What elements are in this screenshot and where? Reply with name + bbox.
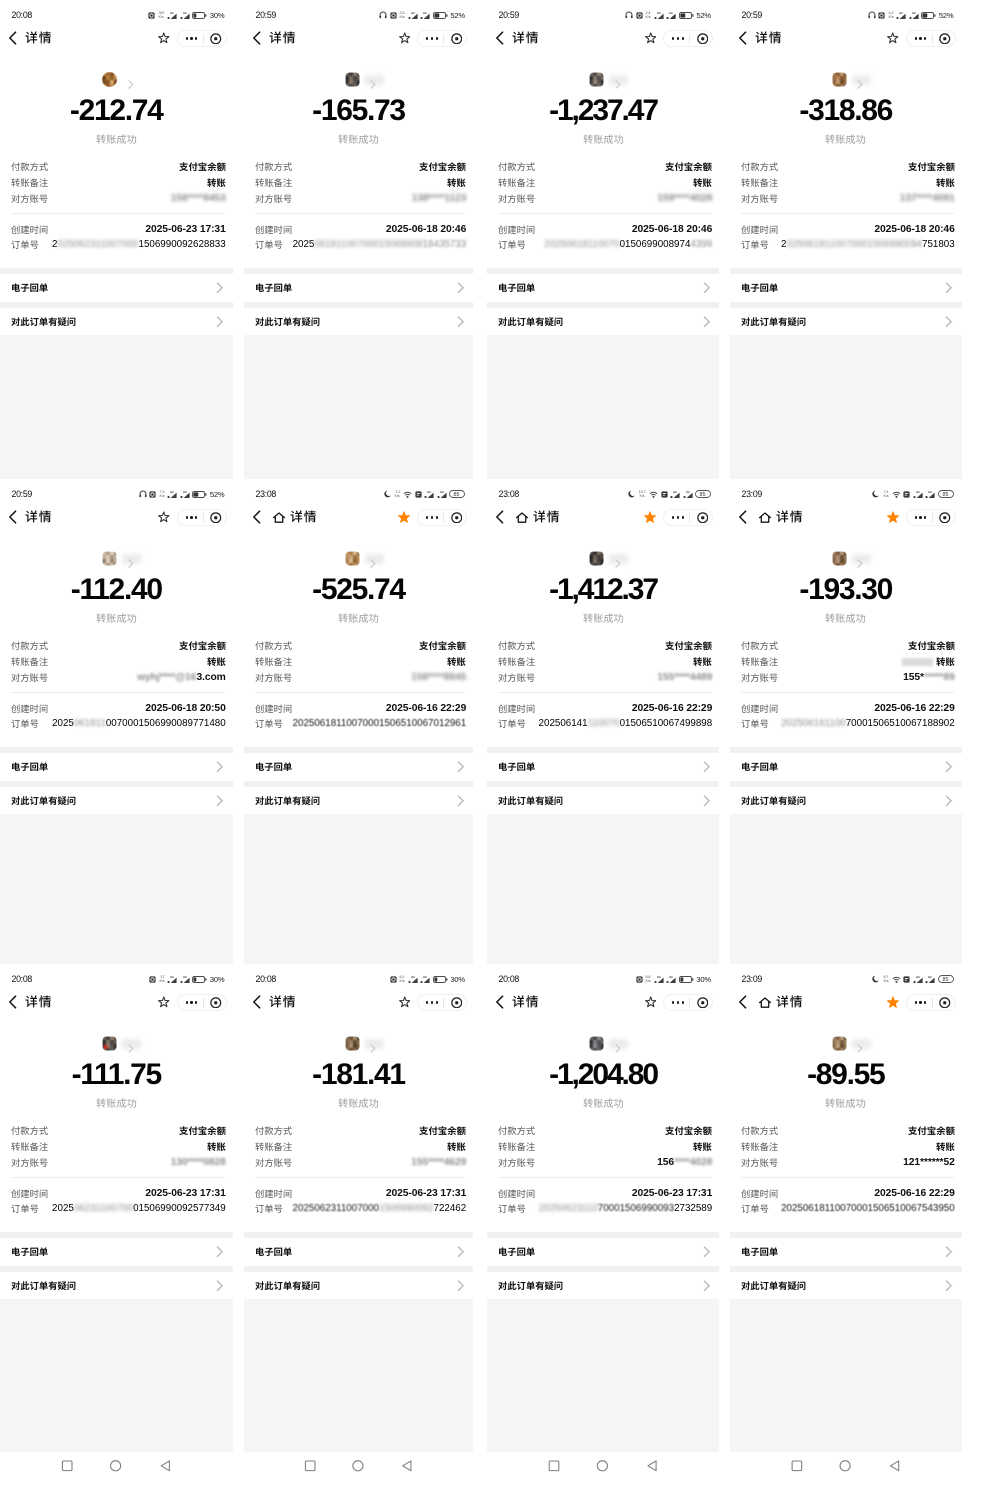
svg-text:85: 85 — [942, 492, 948, 498]
svg-text:85: 85 — [454, 492, 460, 498]
svg-text:85: 85 — [942, 977, 948, 983]
svg-text:85: 85 — [700, 492, 706, 498]
